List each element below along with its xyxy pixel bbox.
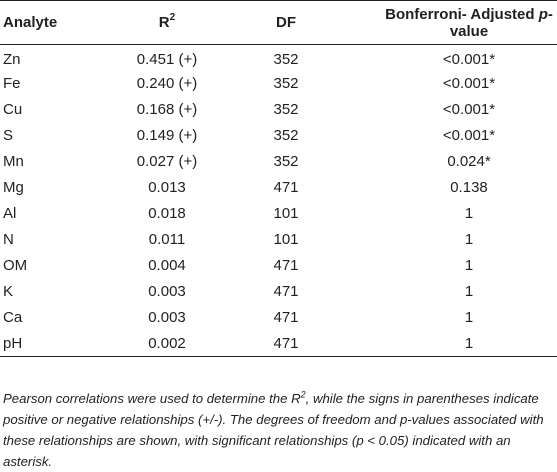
cell-df: 352	[273, 75, 299, 92]
header-p-suffix: -value	[449, 5, 553, 40]
cell-p-value: 0.024*	[447, 153, 491, 170]
cell-r2: 0.027 (+)	[136, 153, 198, 170]
table-row: OM 0.004 471 1	[0, 253, 557, 279]
results-table: Analyte R2 DF Bonferroni- Adjusted p-val…	[0, 0, 557, 357]
table-row: pH 0.002 471 1	[0, 331, 557, 357]
table-row: K 0.003 471 1	[0, 279, 557, 305]
cell-analyte: Cu	[3, 101, 23, 118]
cell-p-value: 1	[464, 205, 474, 222]
cell-p-value: 0.138	[450, 179, 488, 196]
cell-r2: 0.018	[148, 205, 186, 222]
cell-r2: 0.002	[148, 334, 186, 352]
cell-df: 471	[273, 309, 299, 326]
cell-r2: 0.003	[148, 283, 186, 300]
cell-df: 101	[273, 231, 299, 248]
footnote-r2-superscript: 2	[300, 389, 306, 400]
header-r2: R2	[103, 1, 231, 45]
cell-r2: 0.240 (+)	[136, 75, 198, 92]
cell-analyte: OM	[3, 257, 28, 274]
cell-df: 352	[273, 51, 299, 69]
cell-analyte: Fe	[3, 75, 21, 92]
footnote-part2: , while the signs in parentheses indicat…	[3, 391, 544, 469]
cell-df: 471	[273, 283, 299, 300]
table-footnote: Pearson correlations were used to determ…	[3, 388, 551, 472]
cell-r2: 0.451 (+)	[136, 51, 198, 69]
cell-analyte: Mg	[3, 179, 24, 196]
table-row: Mg 0.013 471 0.138	[0, 175, 557, 201]
cell-p-value: 1	[464, 334, 474, 352]
table-body: Zn 0.451 (+) 352 <0.001* Fe 0.240 (+) 352 <0.00…	[0, 45, 557, 357]
table-row: Zn 0.451 (+) 352 <0.001*	[0, 45, 557, 71]
cell-df: 352	[273, 127, 299, 144]
header-p-prefix: Bonferroni- Adjusted	[385, 5, 539, 23]
header-analyte: Analyte	[3, 14, 58, 31]
table-row: Cu 0.168 (+) 352 <0.001*	[0, 97, 557, 123]
cell-p-value: <0.001*	[442, 75, 496, 92]
cell-p-value: <0.001*	[442, 51, 496, 69]
cell-analyte: Al	[3, 205, 17, 222]
table-row: Mn 0.027 (+) 352 0.024*	[0, 149, 557, 175]
cell-r2: 0.003	[148, 309, 186, 326]
cell-df: 471	[273, 257, 299, 274]
cell-p-value: 1	[464, 309, 474, 326]
cell-p-value: 1	[464, 231, 474, 248]
cell-p-value: 1	[464, 257, 474, 274]
cell-df: 101	[273, 205, 299, 222]
cell-df: 471	[273, 179, 299, 196]
cell-r2: 0.013	[148, 179, 186, 196]
header-df: DF	[276, 14, 296, 31]
cell-p-value: 1	[464, 283, 474, 300]
cell-r2: 0.011	[148, 231, 186, 248]
header-r2-base: R	[158, 14, 170, 31]
table-row: S 0.149 (+) 352 <0.001*	[0, 123, 557, 149]
table-row: Ca 0.003 471 1	[0, 305, 557, 331]
table-row: Al 0.018 101 1	[0, 201, 557, 227]
footnote-part1: Pearson correlations were used to determ…	[3, 391, 301, 406]
cell-p-value: <0.001*	[442, 127, 496, 144]
table-row: Fe 0.240 (+) 352 <0.001*	[0, 71, 557, 97]
cell-analyte: Ca	[3, 309, 23, 326]
cell-analyte: N	[3, 231, 14, 248]
cell-df: 352	[273, 153, 299, 170]
cell-analyte: Zn	[3, 51, 21, 69]
cell-analyte: pH	[3, 334, 23, 352]
cell-analyte: K	[3, 283, 14, 300]
table-row: N 0.011 101 1	[0, 227, 557, 253]
header-p-value: Bonferroni- Adjusted p-value	[341, 1, 557, 45]
header-r2-superscript: 2	[169, 12, 176, 23]
cell-analyte: Mn	[3, 153, 24, 170]
cell-r2: 0.004	[148, 257, 186, 274]
cell-analyte: S	[3, 127, 14, 144]
header-p-italic: p	[538, 5, 548, 23]
cell-r2: 0.149 (+)	[136, 127, 198, 144]
cell-p-value: <0.001*	[442, 101, 496, 118]
table-header-row: Analyte R2 DF Bonferroni- Adjusted p-val…	[0, 0, 557, 45]
cell-df: 471	[273, 334, 299, 352]
cell-r2: 0.168 (+)	[136, 101, 198, 118]
cell-df: 352	[273, 101, 299, 118]
